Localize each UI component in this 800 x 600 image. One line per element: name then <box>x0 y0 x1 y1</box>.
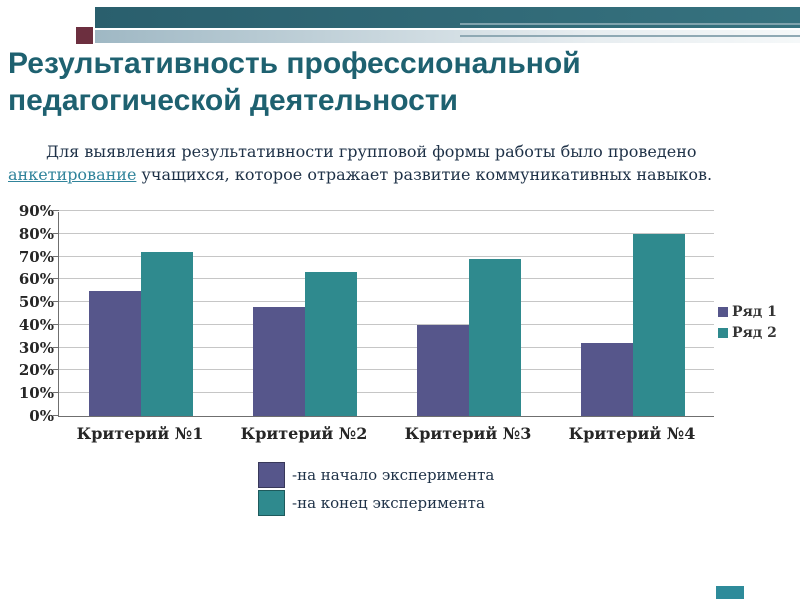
gridline <box>59 392 714 393</box>
tick-mark <box>53 347 59 348</box>
y-tick-label: 50% <box>18 293 54 311</box>
tick-mark <box>53 324 59 325</box>
bar-group <box>223 212 387 416</box>
legend-item: Ряд 2 <box>718 325 777 341</box>
legend-label: Ряд 2 <box>732 325 777 341</box>
bottom-legend-item: -на начало эксперимента <box>258 461 494 488</box>
bar-group <box>59 212 223 416</box>
gridline <box>59 324 714 325</box>
y-tick-label: 10% <box>18 384 54 402</box>
x-category-label: Критерий №2 <box>240 424 368 443</box>
bar-Ряд 2-Критерий №4 <box>633 234 685 416</box>
bottom-legend-label: -на конец эксперимента <box>292 493 485 512</box>
chart-legend: Ряд 1 Ряд 2 <box>718 304 777 346</box>
bar-Ряд 1-Критерий №4 <box>581 343 633 416</box>
bottom-legend-item: -на конец эксперимента <box>258 489 494 516</box>
y-tick-label: 40% <box>18 316 54 334</box>
y-tick-label: 20% <box>18 361 54 379</box>
gridline <box>59 347 714 348</box>
gridline <box>59 256 714 257</box>
paragraph-text-before: Для выявления результативности групповой… <box>46 142 697 161</box>
x-category-label: Критерий №1 <box>76 424 204 443</box>
tick-mark <box>53 369 59 370</box>
gridline <box>59 369 714 370</box>
y-tick-label: 90% <box>18 202 54 220</box>
y-tick-label: 60% <box>18 270 54 288</box>
bar-Ряд 2-Критерий №2 <box>305 272 357 416</box>
bar-chart: Ряд 1 Ряд 2 0% 10% 20% 30% 40% 50% 60% 70% 80% 90%… <box>12 202 788 470</box>
gridline <box>59 278 714 279</box>
bottom-legend-label: -на начало эксперимента <box>292 465 495 484</box>
gridline <box>59 210 714 211</box>
header-stripe <box>460 23 800 25</box>
paragraph-text-after: учащихся, которое отражает развитие комм… <box>136 165 713 185</box>
legend-swatch <box>718 328 728 338</box>
bar-Ряд 2-Критерий №3 <box>469 259 521 416</box>
bottom-legend: -на начало эксперимента -на конец экспери… <box>258 461 494 517</box>
bar-group <box>387 212 551 416</box>
bar-group <box>551 212 715 416</box>
header-stripe <box>460 35 800 37</box>
bottom-legend-swatch <box>258 461 285 488</box>
bar-Ряд 2-Критерий №1 <box>141 252 193 416</box>
footer-accent-square <box>716 586 744 599</box>
accent-square <box>76 27 93 44</box>
legend-label: Ряд 1 <box>732 304 777 320</box>
bar-Ряд 1-Критерий №2 <box>253 307 305 416</box>
tick-mark <box>53 301 59 302</box>
header-band-dark <box>95 7 800 28</box>
bar-Ряд 1-Критерий №1 <box>89 291 141 416</box>
page-title: Результативность профессиональной педаго… <box>8 47 581 117</box>
x-category-label: Критерий №3 <box>404 424 532 443</box>
tick-mark <box>53 210 59 211</box>
legend-item: Ряд 1 <box>718 304 777 320</box>
gridline <box>59 233 714 234</box>
y-tick-label: 30% <box>18 339 54 357</box>
y-tick-label: 80% <box>18 225 54 243</box>
tick-mark <box>53 415 59 416</box>
y-tick-label: 70% <box>18 248 54 266</box>
gridline <box>59 301 714 302</box>
legend-swatch <box>718 307 728 317</box>
tick-mark <box>53 278 59 279</box>
intro-paragraph: Для выявления результативности групповой… <box>8 140 790 186</box>
plot-area <box>53 210 715 417</box>
tick-mark <box>53 233 59 234</box>
header-band-light <box>95 30 800 43</box>
tick-mark <box>53 256 59 257</box>
bar-Ряд 1-Критерий №3 <box>417 325 469 416</box>
anketirovanie-link[interactable]: анкетирование <box>8 165 137 185</box>
y-tick-label: 0% <box>29 407 54 425</box>
tick-mark <box>53 392 59 393</box>
x-category-label: Критерий №4 <box>568 424 696 443</box>
bottom-legend-swatch <box>258 489 285 516</box>
